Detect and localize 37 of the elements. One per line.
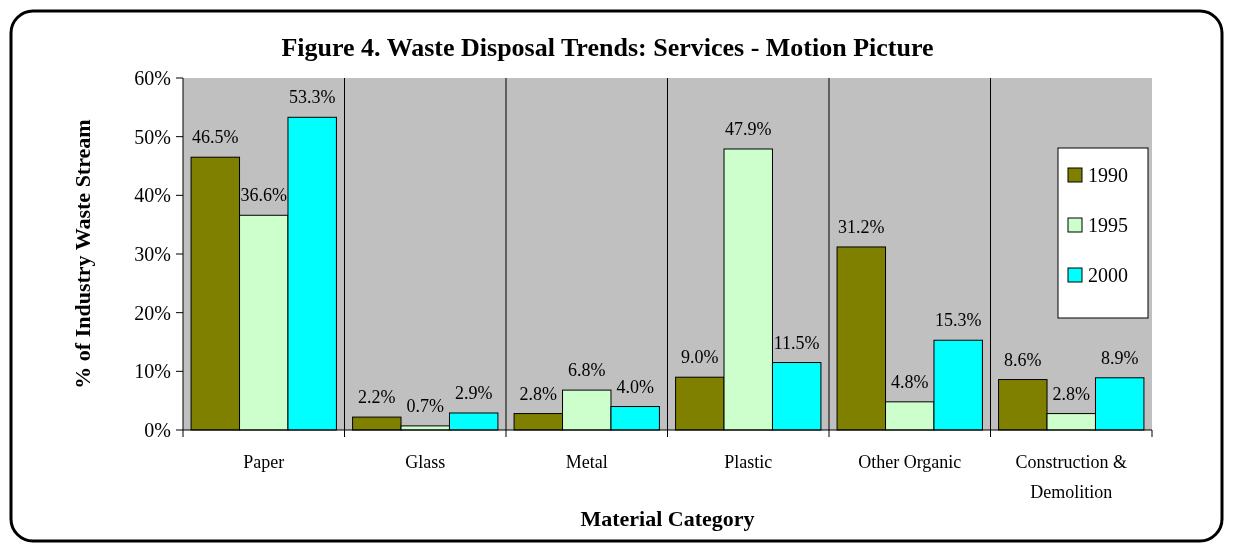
data-label: 47.9% [725,118,772,139]
y-tick-label: 10% [134,360,171,383]
y-tick-label: 60% [134,67,171,89]
y-tick-label: 50% [134,125,171,148]
data-label: 46.5% [192,127,239,148]
data-label: 31.2% [838,216,885,237]
x-tick-label: Construction & Demolition [1015,452,1127,502]
y-tick-label: 30% [134,243,171,265]
legend-label: 1990 [1088,164,1128,186]
data-label: 36.6% [240,185,287,206]
x-tick-label: Other Organic [858,452,962,472]
x-axis-title: Material Category [580,506,755,531]
x-tick-label: Plastic [724,452,773,472]
y-tick-label: 40% [134,184,171,207]
y-tick-label: 20% [134,301,171,324]
data-label: 8.6% [1004,349,1042,370]
data-label: 9.0% [681,347,719,368]
chart-title: Figure 4. Waste Disposal Trends: Services - Motion Picture [281,33,934,62]
data-label: 8.9% [1100,347,1139,368]
data-label: 2.8% [519,383,558,404]
data-label: 4.8% [891,371,929,392]
data-label: 2.8% [1052,383,1090,404]
data-label: 4.0% [616,376,654,397]
legend-label: 2000 [1088,264,1128,286]
data-label: 11.5% [773,332,820,353]
data-label: 53.3% [288,87,336,108]
data-label: 15.3% [934,310,982,331]
legend-label: 1995 [1088,214,1128,236]
x-tick-label: Metal [565,452,608,472]
y-axis-title: % of Industry Waste Stream [70,119,95,389]
data-label: 0.7% [406,395,444,416]
x-tick-label: Paper [243,452,285,472]
y-tick-label: 0% [144,419,171,441]
data-label: 2.2% [358,387,396,408]
data-label: 6.8% [568,360,606,381]
x-tick-label: Glass [405,452,446,472]
data-label: 2.9% [454,382,493,403]
